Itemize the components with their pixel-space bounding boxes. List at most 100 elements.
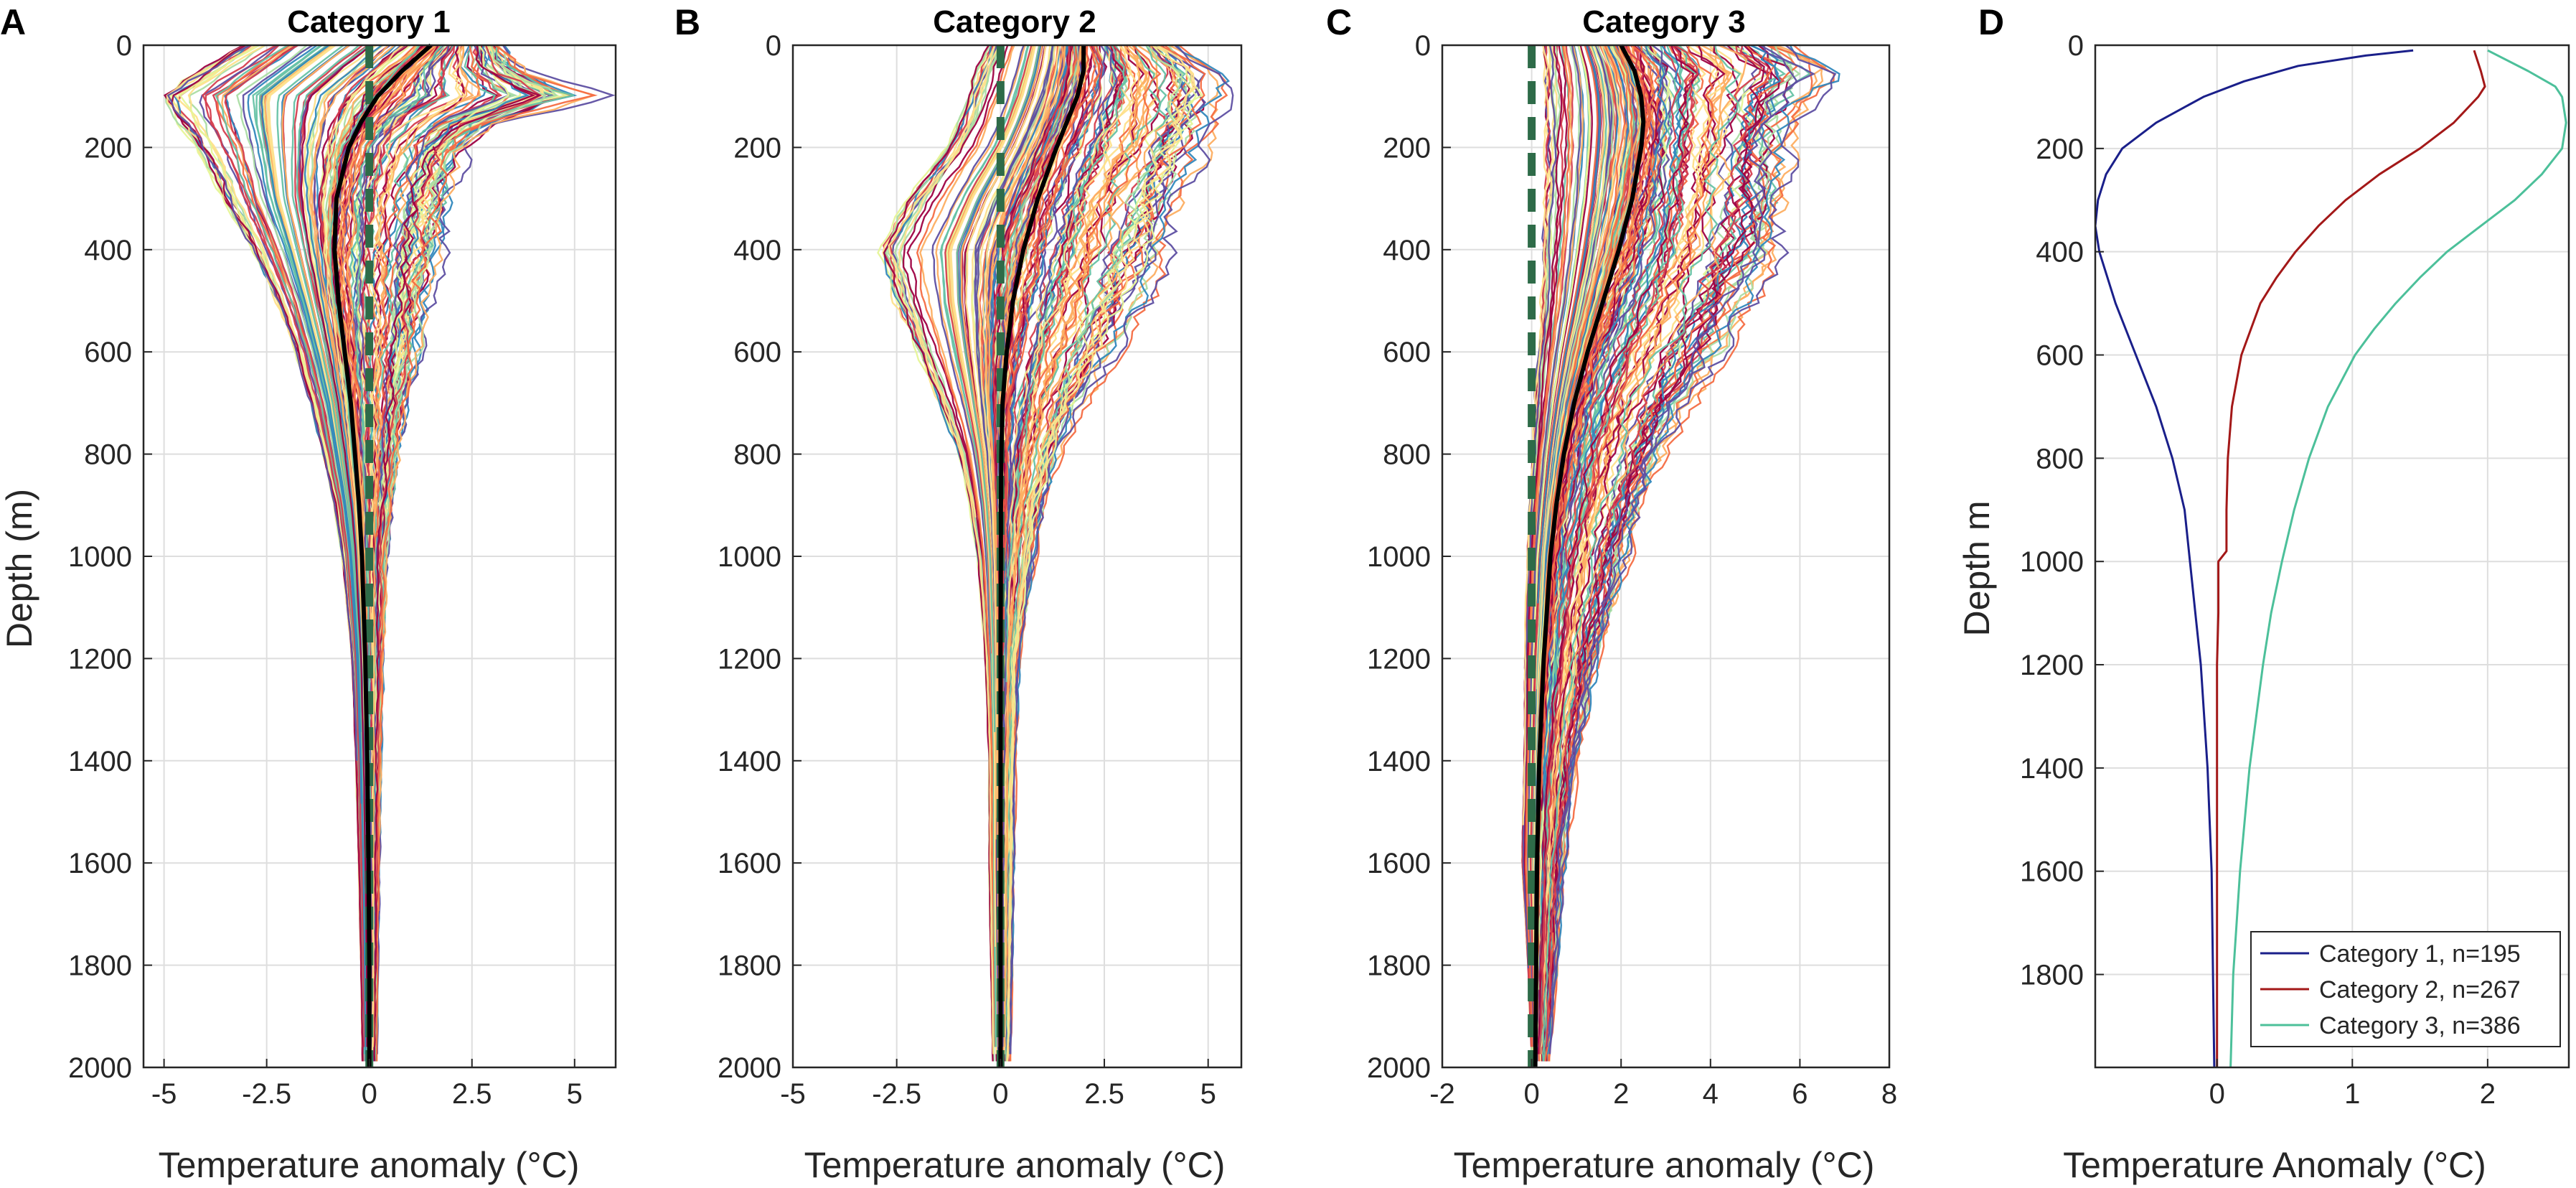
profile-line [373,45,542,1047]
profile-line [1586,45,1714,518]
profile-line [1538,45,1683,1054]
profile-line [888,45,996,1054]
panel-a-title: Category 1 [287,4,450,39]
profile-line [1522,45,1549,825]
profile-line [883,45,994,1062]
y-tick-label: 600 [733,337,781,368]
y-tick-label: 0 [766,30,781,62]
profile-line [916,45,1013,1047]
y-tick-label: 1200 [2020,650,2084,681]
x-tick-label: -5 [151,1078,177,1110]
profile-line [1541,45,1741,1062]
y-tick-label: 1600 [1367,848,1431,879]
panel-a-yticks: 0 200 400 600 800 1000 1200 1400 1600 1800 2000 [68,30,152,1084]
y-tick-label: 1800 [68,950,132,982]
y-tick-label: 1600 [2020,856,2084,888]
panel-b: B Category 2 -5 -2.5 0 2.5 5 0 200 400 600 800 10… [674,2,1243,1185]
profile-line [1007,45,1196,1062]
profile-line [1546,45,1841,1054]
profile-line [260,45,367,1062]
y-tick-label: 400 [1383,235,1431,266]
panel-a-xticks: -5 -2.5 0 2.5 5 [151,1059,583,1110]
panel-d-xlabel: Temperature Anomaly (°C) [2063,1145,2486,1185]
mean-profile-line [1533,44,1646,1068]
y-tick-label: 0 [2068,30,2084,62]
profile-line [898,45,1001,518]
panel-c-title: Category 3 [1582,4,1745,39]
x-tick-label: 5 [1200,1078,1216,1110]
profile-line [179,45,354,661]
panel-d-ylabel: Depth m [1957,501,1997,637]
legend-label-category-2: Category 2, n=267 [2319,976,2521,1004]
x-tick-label: 2 [2480,1078,2496,1110]
panel-d-series [2095,49,2567,1067]
profile-line [1538,45,1699,1054]
y-tick-label: 1000 [718,541,781,573]
profile-line [375,45,598,1062]
profile-line [1005,45,1142,883]
x-tick-label: 5 [567,1078,583,1110]
mean-profile-line [998,45,1086,1067]
x-tick-label: -2.5 [242,1078,291,1110]
panel-b-title: Category 2 [933,4,1096,39]
panel-letter-d: D [1978,2,2004,42]
panel-d-legend: Category 1, n=195 Category 2, n=267 Cate… [2250,931,2561,1047]
panel-c-xlabel: Temperature anomaly (°C) [1454,1145,1875,1185]
panel-a-xlabel: Temperature anomaly (°C) [159,1145,580,1185]
y-tick-label: 1200 [718,643,781,675]
y-tick-label: 800 [733,439,781,471]
x-tick-label: -5 [780,1078,806,1110]
x-tick-label: 2.5 [452,1078,492,1110]
panel-a: A Category 1 -5 -2.5 0 2.5 5 0 200 400 600 800 10… [0,2,617,1185]
panel-b-yticks: 0 200 400 600 800 1000 1200 1400 1600 1800 2000 [718,30,802,1084]
y-tick-label: 1800 [1367,950,1431,982]
y-tick-label: 600 [84,337,132,368]
panel-a-mean [332,43,433,1067]
profile-line [1546,45,1816,1047]
profile-line [376,45,597,912]
profile-line [1005,45,1127,683]
y-tick-label: 1400 [68,746,132,777]
x-tick-label: 0 [2209,1078,2225,1110]
x-tick-label: 4 [1703,1078,1719,1110]
y-tick-label: 1800 [718,950,781,982]
axes-box [2094,44,2570,1069]
legend-label-category-3: Category 3, n=386 [2319,1012,2521,1039]
x-tick-label: 2.5 [1084,1078,1124,1110]
profile-line [1005,45,1161,1062]
profile-line [1536,45,1672,1062]
profile-line [1010,45,1234,1054]
y-tick-label: 1400 [1367,746,1431,777]
y-tick-label: 200 [1383,132,1431,164]
x-tick-label: 0 [362,1078,377,1110]
profile-line [1003,45,1137,1054]
y-tick-label: 200 [733,132,781,164]
profile-line [1548,45,1837,1054]
x-tick-label: 6 [1792,1078,1808,1110]
y-tick-label: 800 [2036,443,2084,474]
profile-line [1545,45,1762,1047]
x-tick-label: -2 [1429,1078,1455,1110]
panel-b-xlabel: Temperature anomaly (°C) [804,1145,1226,1185]
x-tick-label: 8 [1881,1078,1897,1110]
profile-line [353,45,443,811]
y-tick-label: 400 [2036,237,2084,268]
profile-line [1536,45,1669,990]
x-tick-label: 1 [2344,1078,2360,1110]
y-tick-label: 0 [116,30,132,62]
profile-line [1537,45,1602,604]
y-tick-label: 2000 [718,1052,781,1084]
y-tick-label: 200 [2036,134,2084,165]
y-tick-label: 1400 [2020,753,2084,785]
y-tick-label: 800 [84,439,132,471]
profile-line [1540,45,1706,1047]
y-tick-label: 2000 [68,1052,132,1084]
y-tick-label: 600 [1383,337,1431,368]
series-line-category-2 [2216,50,2486,1067]
y-tick-label: 1200 [68,643,132,675]
x-tick-label: 2 [1613,1078,1629,1110]
y-tick-label: 1000 [68,541,132,573]
y-tick-label: 1800 [2020,960,2084,991]
profile-line [977,45,1057,818]
profile-line [1537,45,1700,1054]
